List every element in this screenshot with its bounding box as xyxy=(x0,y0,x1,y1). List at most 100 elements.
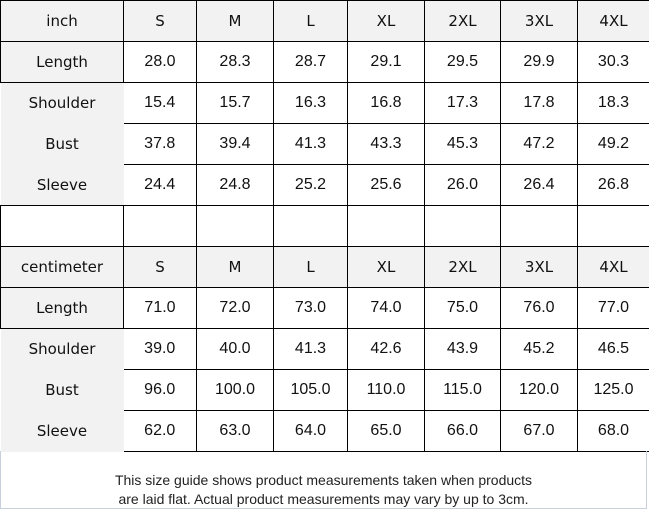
measurement-cell: 74.0 xyxy=(347,287,425,329)
measurement-cell: 72.0 xyxy=(196,287,274,329)
row-label: Bust xyxy=(0,123,124,165)
measurement-cell: 73.0 xyxy=(273,287,348,329)
measurement-cell: 67.0 xyxy=(500,410,578,452)
table-row: Sleeve 24.4 24.8 25.2 25.6 26.0 26.4 26.8 xyxy=(0,164,649,206)
measurement-cell: 39.0 xyxy=(123,328,197,370)
row-label: Sleeve xyxy=(0,164,124,206)
measurement-cell: 29.9 xyxy=(500,41,578,83)
measurement-cell: 71.0 xyxy=(123,287,197,329)
table-row: Shoulder 39.0 40.0 41.3 42.6 43.9 45.2 46.5 xyxy=(0,328,649,370)
row-label: Length xyxy=(0,287,124,329)
size-header: 2XL xyxy=(424,0,501,42)
empty-cell xyxy=(577,205,649,247)
spacer-row xyxy=(0,205,649,247)
measurement-cell: 100.0 xyxy=(196,369,274,411)
measurement-cell: 26.8 xyxy=(577,164,649,206)
size-header: L xyxy=(273,0,348,42)
measurement-cell: 28.3 xyxy=(196,41,274,83)
measurement-cell: 40.0 xyxy=(196,328,274,370)
measurement-cell: 45.3 xyxy=(424,123,501,165)
size-header: XL xyxy=(347,246,425,288)
row-label: Bust xyxy=(0,369,124,411)
measurement-cell: 96.0 xyxy=(123,369,197,411)
measurement-cell: 43.9 xyxy=(424,328,501,370)
measurement-cell: 29.5 xyxy=(424,41,501,83)
empty-cell xyxy=(347,205,425,247)
measurement-cell: 25.6 xyxy=(347,164,425,206)
table-row: Length 28.0 28.3 28.7 29.1 29.5 29.9 30.3 xyxy=(0,41,649,83)
empty-cell xyxy=(0,205,124,247)
measurement-cell: 15.7 xyxy=(196,82,274,124)
centimeter-header-row: centimeter S M L XL 2XL 3XL 4XL xyxy=(0,246,649,288)
measurement-cell: 41.3 xyxy=(273,328,348,370)
measurement-cell: 16.8 xyxy=(347,82,425,124)
measurement-cell: 47.2 xyxy=(500,123,578,165)
table-row: Bust 96.0 100.0 105.0 110.0 115.0 120.0 125.0 xyxy=(0,369,649,411)
size-header: 2XL xyxy=(424,246,501,288)
measurement-cell: 26.0 xyxy=(424,164,501,206)
note-line-1: This size guide shows product measuremen… xyxy=(114,472,533,488)
empty-cell xyxy=(424,205,501,247)
measurement-cell: 39.4 xyxy=(196,123,274,165)
measurement-cell: 17.8 xyxy=(500,82,578,124)
size-header: XL xyxy=(347,0,425,42)
measurement-cell: 37.8 xyxy=(123,123,197,165)
unit-label: inch xyxy=(0,0,124,42)
measurement-cell: 76.0 xyxy=(500,287,578,329)
measurement-cell: 17.3 xyxy=(424,82,501,124)
measurement-cell: 25.2 xyxy=(273,164,348,206)
measurement-cell: 63.0 xyxy=(196,410,274,452)
unit-label: centimeter xyxy=(0,246,124,288)
measurement-cell: 62.0 xyxy=(123,410,197,452)
measurement-cell: 29.1 xyxy=(347,41,425,83)
table-row: Shoulder 15.4 15.7 16.3 16.8 17.3 17.8 18.3 xyxy=(0,82,649,124)
measurement-cell: 115.0 xyxy=(424,369,501,411)
measurement-cell: 45.2 xyxy=(500,328,578,370)
size-header: 4XL xyxy=(577,0,649,42)
measurement-cell: 26.4 xyxy=(500,164,578,206)
size-header: 4XL xyxy=(577,246,649,288)
measurement-cell: 43.3 xyxy=(347,123,425,165)
measurement-cell: 28.7 xyxy=(273,41,348,83)
measurement-cell: 42.6 xyxy=(347,328,425,370)
measurement-cell: 125.0 xyxy=(577,369,649,411)
measurement-cell: 41.3 xyxy=(273,123,348,165)
table-row: Bust 37.8 39.4 41.3 43.3 45.3 47.2 49.2 xyxy=(0,123,649,165)
size-header: S xyxy=(123,246,197,288)
empty-cell xyxy=(500,205,578,247)
measurement-cell: 24.8 xyxy=(196,164,274,206)
note-line-2: are laid flat. Actual product measuremen… xyxy=(118,491,529,507)
measurement-cell: 18.3 xyxy=(577,82,649,124)
size-header: 3XL xyxy=(500,0,578,42)
measurement-cell: 16.3 xyxy=(273,82,348,124)
measurement-cell: 66.0 xyxy=(424,410,501,452)
size-header: L xyxy=(273,246,348,288)
measurement-cell: 110.0 xyxy=(347,369,425,411)
measurement-cell: 24.4 xyxy=(123,164,197,206)
measurement-cell: 30.3 xyxy=(577,41,649,83)
row-label: Shoulder xyxy=(0,328,124,370)
measurement-cell: 49.2 xyxy=(577,123,649,165)
measurement-cell: 75.0 xyxy=(424,287,501,329)
empty-cell xyxy=(196,205,274,247)
row-label: Length xyxy=(0,41,124,83)
row-label: Shoulder xyxy=(0,82,124,124)
size-header: M xyxy=(196,0,274,42)
measurement-cell: 77.0 xyxy=(577,287,649,329)
measurement-cell: 46.5 xyxy=(577,328,649,370)
row-label: Sleeve xyxy=(0,410,124,452)
size-chart-table: inch S M L XL 2XL 3XL 4XL Length 28.0 28.3 28.7 29.1… xyxy=(0,0,649,452)
measurement-cell: 64.0 xyxy=(273,410,348,452)
table-row: Length 71.0 72.0 73.0 74.0 75.0 76.0 77.0 xyxy=(0,287,649,329)
measurement-cell: 15.4 xyxy=(123,82,197,124)
table-row: Sleeve 62.0 63.0 64.0 65.0 66.0 67.0 68.0 xyxy=(0,410,649,452)
measurement-cell: 120.0 xyxy=(500,369,578,411)
size-header: S xyxy=(123,0,197,42)
size-header: M xyxy=(196,246,274,288)
measurement-cell: 65.0 xyxy=(347,410,425,452)
empty-cell xyxy=(123,205,197,247)
measurement-cell: 68.0 xyxy=(577,410,649,452)
size-header: 3XL xyxy=(500,246,578,288)
inch-header-row: inch S M L XL 2XL 3XL 4XL xyxy=(0,0,649,42)
measurement-cell: 105.0 xyxy=(273,369,348,411)
